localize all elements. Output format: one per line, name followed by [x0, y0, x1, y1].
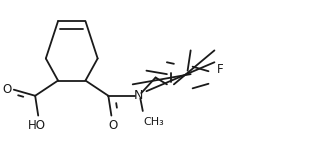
Text: HO: HO — [28, 119, 46, 132]
Text: N: N — [134, 89, 143, 102]
Text: O: O — [2, 83, 11, 96]
Text: CH₃: CH₃ — [143, 117, 164, 127]
Text: O: O — [108, 119, 117, 132]
Text: F: F — [217, 63, 224, 76]
